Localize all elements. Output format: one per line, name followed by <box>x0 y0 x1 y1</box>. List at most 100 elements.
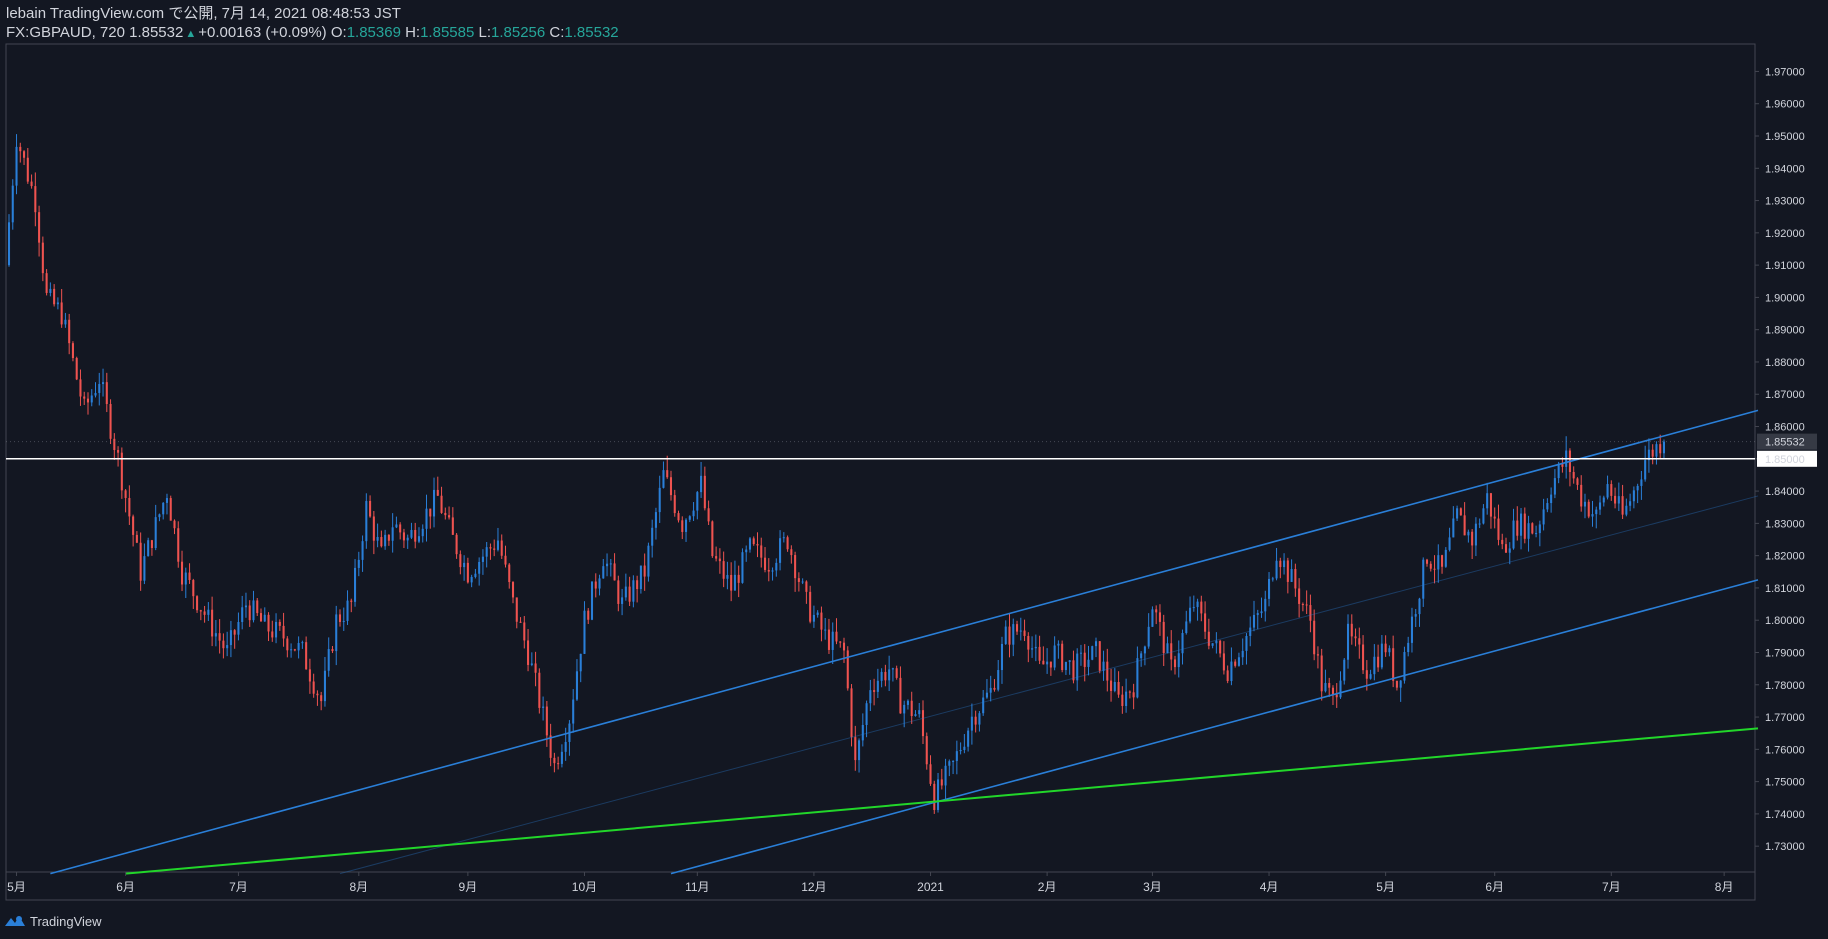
candle-body <box>23 151 26 158</box>
candle-body <box>809 591 812 622</box>
candle-body <box>207 609 210 615</box>
price-axis[interactable]: 1.73000 1.74000 1.75000 1.76000 1.77000 1.780… <box>1755 66 1817 853</box>
last-price: 1.85532 <box>129 24 184 41</box>
candle-body <box>560 751 563 764</box>
candle-body <box>1012 624 1015 645</box>
candle-body <box>459 554 462 568</box>
candle-body <box>1380 643 1383 668</box>
candle-body <box>1598 502 1602 510</box>
candle-body <box>53 288 56 305</box>
candle-body <box>873 690 876 692</box>
candle-body <box>211 609 214 637</box>
candle-body <box>478 561 481 574</box>
tradingview-logo-icon <box>5 916 25 926</box>
candle-body <box>143 556 146 581</box>
candle-body <box>1207 631 1210 646</box>
candle-body <box>1362 644 1365 671</box>
candle-body <box>842 642 846 651</box>
candle-body <box>120 452 123 491</box>
candle-body <box>715 556 718 559</box>
candle-body <box>1264 598 1267 612</box>
candle-body <box>1196 601 1199 608</box>
y-tick-label: 1.95000 <box>1765 131 1805 143</box>
candle-body <box>180 561 184 585</box>
candle-body <box>1260 611 1263 614</box>
candle-body <box>1459 508 1462 516</box>
candle-body <box>451 517 454 535</box>
candle-body <box>440 495 443 513</box>
candle-body <box>1256 613 1259 615</box>
candle-body <box>312 681 315 694</box>
candle-body <box>493 548 496 550</box>
candle-body <box>1042 660 1045 665</box>
candle-body <box>711 521 714 557</box>
candle-body <box>511 582 515 598</box>
candle-body <box>71 343 74 359</box>
candle-body <box>1316 654 1319 656</box>
time-axis[interactable]: 5月 6月 7月 8月 9月 10月 11月 12月 2021 2月 3月 4月 5月 6月 7月 8月 <box>7 872 1733 894</box>
candle-body <box>1662 441 1666 454</box>
candle-body <box>474 573 477 577</box>
candle-body <box>662 470 665 488</box>
candle-body <box>256 600 259 614</box>
candle-body <box>666 470 669 478</box>
candle-body <box>259 613 263 622</box>
candle-body <box>639 565 642 590</box>
candle-body <box>1200 601 1203 614</box>
candle-body <box>1392 648 1395 681</box>
candle-body <box>188 572 191 581</box>
candle-body <box>538 672 541 708</box>
candle-body <box>436 489 439 496</box>
candle-body <box>557 763 560 765</box>
candle-body <box>241 607 244 623</box>
candle-body <box>64 319 67 325</box>
candle-body <box>609 563 612 565</box>
candle-body <box>1290 569 1293 582</box>
candle-body <box>1572 471 1575 479</box>
candle-body <box>553 757 556 764</box>
candle-body <box>1365 670 1368 679</box>
candle-body <box>402 532 405 541</box>
candle-body <box>410 529 413 538</box>
candle-body <box>252 600 255 621</box>
candle-body <box>1301 603 1304 605</box>
candle-body <box>542 706 545 708</box>
candle-body <box>1079 652 1083 654</box>
y-tick-label: 1.90000 <box>1765 292 1805 304</box>
close-label: C: <box>549 24 565 41</box>
candle-body <box>1591 514 1594 517</box>
candle-body <box>1155 609 1158 613</box>
candle-body <box>429 508 432 517</box>
candle-body <box>75 358 78 380</box>
candle-body <box>861 724 864 741</box>
open-label: O: <box>330 24 347 41</box>
candle-body <box>1369 674 1372 679</box>
hline-price-tag <box>1757 450 1817 467</box>
candle-body <box>308 669 311 682</box>
candle-body <box>1520 513 1523 536</box>
candle-body <box>583 610 586 654</box>
candle-body <box>594 581 597 589</box>
candle-body <box>222 640 225 649</box>
candle-body <box>1140 653 1143 659</box>
x-tick-label: 6月 <box>116 880 135 894</box>
candle-body <box>850 688 853 738</box>
x-tick-label: 3月 <box>1143 880 1162 894</box>
candle-body <box>94 392 97 396</box>
candle-body <box>703 475 706 509</box>
candle-body <box>606 563 609 567</box>
x-tick-label: 5月 <box>7 880 26 894</box>
candle-body <box>165 498 169 503</box>
candle-body <box>658 487 661 513</box>
candle-body <box>470 576 473 583</box>
candle-body <box>1523 513 1526 539</box>
candle-body <box>782 537 785 539</box>
candle-body <box>730 574 733 591</box>
y-tick-label: 1.73000 <box>1765 841 1805 853</box>
candle-body <box>1305 604 1308 606</box>
candle-body <box>1000 643 1004 671</box>
last-price-tag <box>1757 433 1817 450</box>
trendline-channel-lower <box>670 579 1759 875</box>
candle-body <box>384 534 387 547</box>
